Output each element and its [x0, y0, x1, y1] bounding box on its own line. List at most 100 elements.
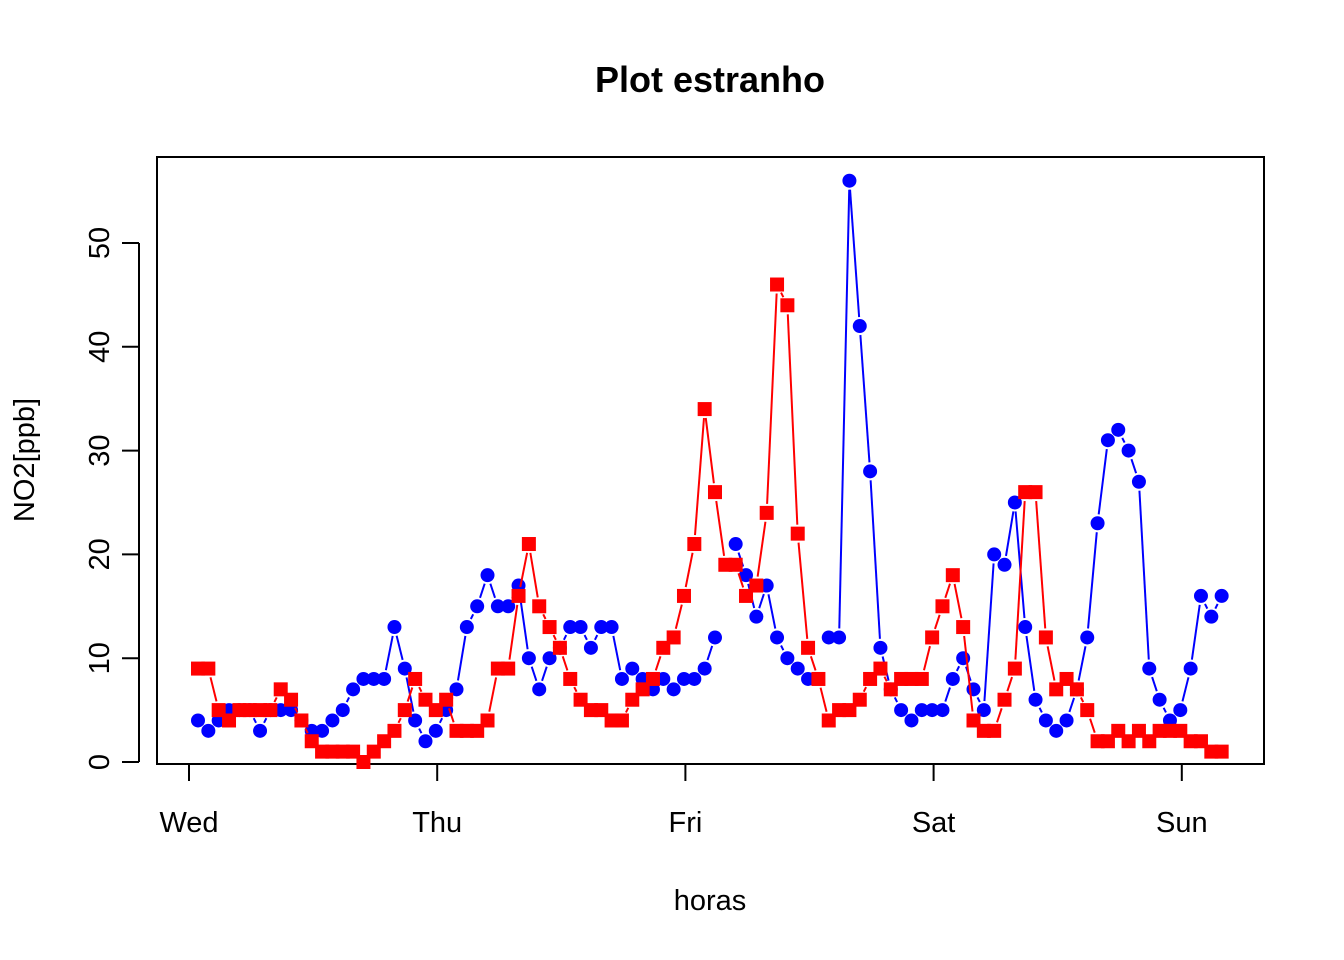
data-point	[842, 174, 856, 188]
data-point	[1039, 630, 1053, 644]
data-point	[481, 713, 495, 727]
data-point	[1153, 693, 1167, 707]
chart-title: Plot estranho	[595, 59, 825, 100]
data-point	[687, 672, 701, 686]
data-point	[1215, 745, 1229, 759]
data-point	[791, 662, 805, 676]
data-point	[1215, 589, 1229, 603]
data-point	[398, 703, 412, 717]
data-point	[729, 558, 743, 572]
data-point	[1070, 682, 1084, 696]
data-point	[1080, 630, 1094, 644]
y-tick-label: 10	[84, 642, 116, 674]
data-point	[1111, 423, 1125, 437]
data-point	[791, 527, 805, 541]
data-point	[429, 724, 443, 738]
data-point	[1132, 475, 1146, 489]
data-point	[439, 693, 453, 707]
y-tick-label: 20	[84, 538, 116, 570]
data-point	[853, 693, 867, 707]
data-point	[1204, 610, 1218, 624]
data-point	[873, 662, 887, 676]
x-tick-label: Thu	[412, 807, 462, 839]
data-point	[294, 713, 308, 727]
data-point	[708, 630, 722, 644]
data-point	[780, 651, 794, 665]
x-axis-title: horas	[674, 885, 747, 917]
data-point	[667, 630, 681, 644]
data-point	[532, 599, 546, 613]
data-point	[1194, 589, 1208, 603]
data-point	[749, 610, 763, 624]
data-point	[553, 641, 567, 655]
data-point	[935, 599, 949, 613]
data-point	[284, 693, 298, 707]
data-point	[615, 672, 629, 686]
data-point	[522, 537, 536, 551]
data-point	[1173, 703, 1187, 717]
data-point	[698, 402, 712, 416]
data-point	[987, 547, 1001, 561]
data-point	[408, 672, 422, 686]
data-point	[770, 278, 784, 292]
data-point	[563, 672, 577, 686]
data-point	[1142, 662, 1156, 676]
data-point	[1080, 703, 1094, 717]
data-point	[574, 620, 588, 634]
data-point	[998, 693, 1012, 707]
data-point	[1049, 724, 1063, 738]
data-point	[512, 589, 526, 603]
data-point	[863, 464, 877, 478]
data-point	[1184, 662, 1198, 676]
data-point	[460, 620, 474, 634]
data-point	[925, 630, 939, 644]
data-point	[1101, 433, 1115, 447]
data-point	[263, 703, 277, 717]
y-tick-label: 0	[84, 754, 116, 770]
data-point	[325, 713, 339, 727]
data-point	[387, 724, 401, 738]
data-point	[780, 298, 794, 312]
y-tick-label: 30	[84, 434, 116, 466]
data-point	[646, 672, 660, 686]
y-tick-label: 50	[84, 227, 116, 259]
x-tick-label: Wed	[159, 807, 218, 839]
data-point	[998, 558, 1012, 572]
data-point	[201, 662, 215, 676]
data-point	[698, 662, 712, 676]
data-point	[873, 641, 887, 655]
data-point	[811, 672, 825, 686]
data-point	[832, 630, 846, 644]
data-point	[667, 682, 681, 696]
data-point	[760, 506, 774, 520]
data-point	[336, 703, 350, 717]
data-point	[584, 641, 598, 655]
data-point	[946, 568, 960, 582]
data-point	[1008, 662, 1022, 676]
data-point	[346, 682, 360, 696]
data-point	[522, 651, 536, 665]
data-point	[904, 713, 918, 727]
data-point	[253, 724, 267, 738]
y-tick-label: 40	[84, 331, 116, 363]
data-point	[532, 682, 546, 696]
data-point	[201, 724, 215, 738]
data-point	[987, 724, 1001, 738]
data-point	[770, 630, 784, 644]
data-point	[946, 672, 960, 686]
data-point	[605, 620, 619, 634]
data-point	[687, 537, 701, 551]
data-point	[625, 662, 639, 676]
data-point	[708, 485, 722, 499]
data-point	[1091, 516, 1105, 530]
x-tick-label: Fri	[668, 807, 702, 839]
data-point	[935, 703, 949, 717]
data-point	[501, 662, 515, 676]
data-point	[801, 641, 815, 655]
data-point	[615, 713, 629, 727]
x-tick-label: Sat	[912, 807, 956, 839]
data-point	[470, 599, 484, 613]
data-point	[377, 672, 391, 686]
data-point	[1060, 713, 1074, 727]
